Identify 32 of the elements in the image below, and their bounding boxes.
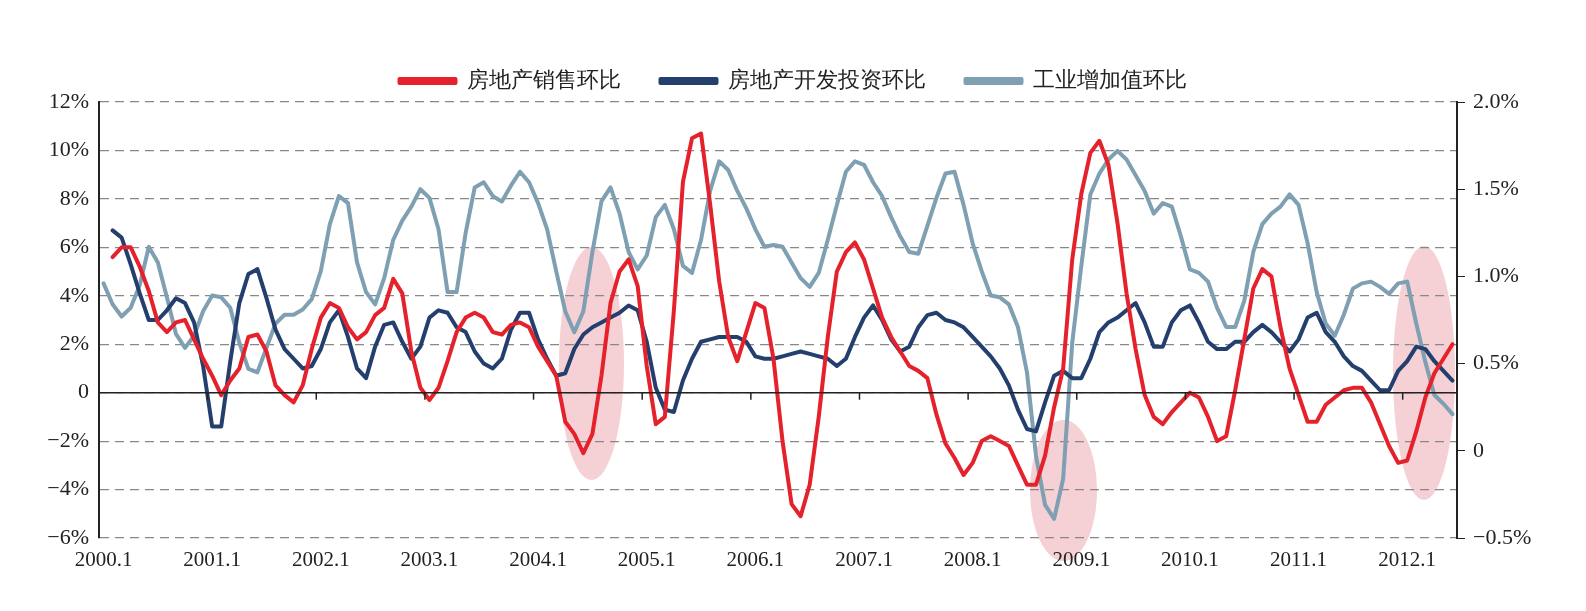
x-tick-label: 2002.1 (291, 547, 350, 572)
x-tick-label: 2012.1 (1378, 547, 1437, 572)
x-tick-label: 2001.1 (183, 547, 242, 572)
y-tick-label: 10% (48, 136, 89, 162)
x-tick-label: 2009.1 (1052, 547, 1111, 572)
legend-label: 房地产销售环比 (466, 66, 621, 92)
y-tick-label: −6% (47, 523, 89, 549)
x-tick-label: 2010.1 (1161, 547, 1219, 572)
y2-tick-label: 2.0% (1473, 87, 1519, 113)
x-tick-label: 2007.1 (835, 547, 893, 572)
y2-tick-label: 0 (1473, 436, 1484, 462)
x-tick-label: 2006.1 (726, 547, 785, 572)
y2-tick-label: 1.5% (1473, 174, 1519, 200)
y-tick-label: −4% (47, 475, 89, 501)
x-tick-label: 2000.1 (74, 547, 133, 572)
y-tick-label: 12% (48, 87, 89, 113)
x-tick-label: 2008.1 (943, 547, 1002, 572)
x-tick-label: 2005.1 (617, 547, 676, 572)
legend-label: 工业增加值环比 (1032, 66, 1187, 92)
x-tick-label: 2003.1 (400, 547, 459, 572)
y-tick-label: 8% (59, 184, 89, 210)
y-tick-label: −2% (47, 426, 89, 452)
y2-tick-label: −0.5% (1473, 523, 1532, 549)
x-tick-label: 2011.1 (1270, 547, 1328, 572)
y-tick-label: 4% (59, 281, 89, 307)
y-tick-label: 2% (59, 330, 89, 355)
y-tick-label: 0 (78, 378, 89, 404)
x-tick-label: 2004.1 (509, 547, 567, 572)
legend-label: 房地产开发投资环比 (727, 66, 926, 92)
y-tick-label: 6% (59, 233, 89, 259)
y2-tick-label: 0.5% (1473, 349, 1519, 375)
y2-tick-label: 1.0% (1473, 262, 1519, 288)
